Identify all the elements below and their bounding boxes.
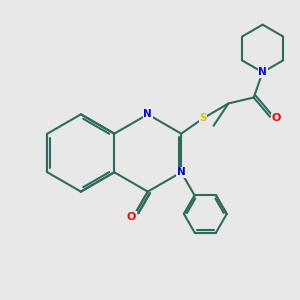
Text: O: O bbox=[271, 113, 281, 123]
Text: S: S bbox=[200, 113, 207, 123]
Text: N: N bbox=[177, 167, 186, 177]
Text: N: N bbox=[258, 67, 267, 77]
Text: O: O bbox=[127, 212, 136, 222]
Text: N: N bbox=[143, 109, 152, 119]
